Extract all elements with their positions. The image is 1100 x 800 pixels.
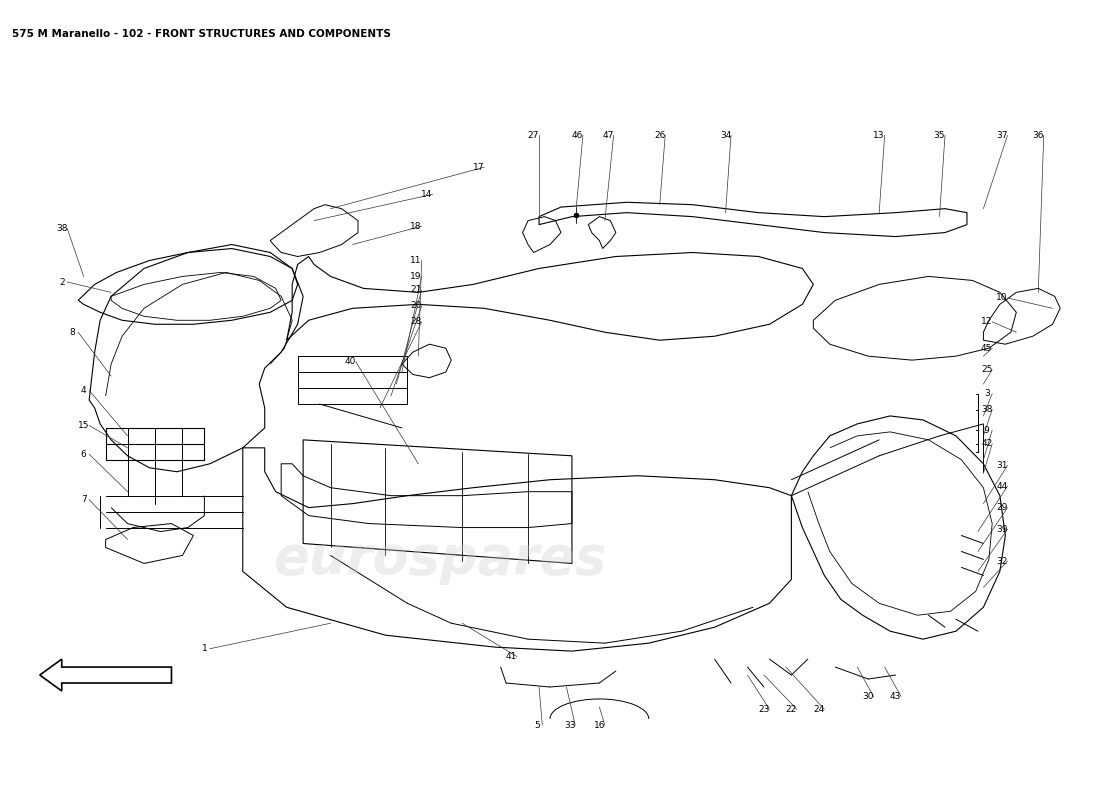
Text: 14: 14 (421, 190, 432, 199)
Text: 29: 29 (997, 503, 1008, 512)
Text: 33: 33 (564, 721, 575, 730)
Text: 12: 12 (981, 318, 992, 326)
Text: 10: 10 (997, 294, 1008, 302)
Text: 575 M Maranello - 102 - FRONT STRUCTURES AND COMPONENTS: 575 M Maranello - 102 - FRONT STRUCTURES… (12, 30, 392, 39)
Text: 31: 31 (997, 461, 1008, 470)
Text: 28: 28 (410, 318, 421, 326)
Text: 9: 9 (983, 426, 990, 434)
Text: 21: 21 (410, 286, 421, 294)
Text: 1: 1 (201, 644, 207, 654)
Text: 22: 22 (785, 705, 798, 714)
Text: 24: 24 (813, 705, 824, 714)
Text: 44: 44 (997, 482, 1008, 490)
Text: 36: 36 (1033, 131, 1044, 140)
Text: 16: 16 (594, 721, 605, 730)
Text: 17: 17 (473, 162, 484, 172)
Text: 32: 32 (997, 557, 1008, 566)
Text: 42: 42 (981, 439, 992, 448)
Text: 26: 26 (654, 131, 666, 140)
Text: 18: 18 (410, 222, 422, 230)
Text: 25: 25 (981, 366, 992, 374)
Text: 39: 39 (997, 525, 1008, 534)
Text: 6: 6 (80, 450, 87, 458)
Text: 27: 27 (528, 131, 539, 140)
Text: 46: 46 (572, 131, 583, 140)
Text: 23: 23 (758, 705, 770, 714)
Text: 40: 40 (344, 358, 356, 366)
Text: 38: 38 (56, 224, 67, 233)
Text: 7: 7 (80, 495, 87, 504)
Text: 11: 11 (410, 256, 422, 265)
Text: 8: 8 (69, 328, 76, 337)
Text: 45: 45 (981, 344, 992, 353)
Text: 43: 43 (890, 692, 901, 701)
Text: 13: 13 (873, 131, 884, 140)
Text: 30: 30 (862, 692, 873, 701)
Text: 34: 34 (719, 131, 732, 140)
Text: 20: 20 (410, 302, 421, 310)
Text: 4: 4 (81, 386, 87, 395)
Text: 47: 47 (603, 131, 614, 140)
Text: 15: 15 (78, 421, 89, 430)
Text: 19: 19 (410, 272, 422, 281)
Text: 37: 37 (997, 131, 1008, 140)
Text: 3: 3 (983, 389, 990, 398)
Text: 41: 41 (506, 652, 517, 662)
Text: 5: 5 (534, 721, 540, 730)
Text: 35: 35 (934, 131, 945, 140)
Text: eurospares: eurospares (274, 534, 607, 586)
Text: 38: 38 (981, 405, 992, 414)
Text: 2: 2 (59, 278, 65, 286)
